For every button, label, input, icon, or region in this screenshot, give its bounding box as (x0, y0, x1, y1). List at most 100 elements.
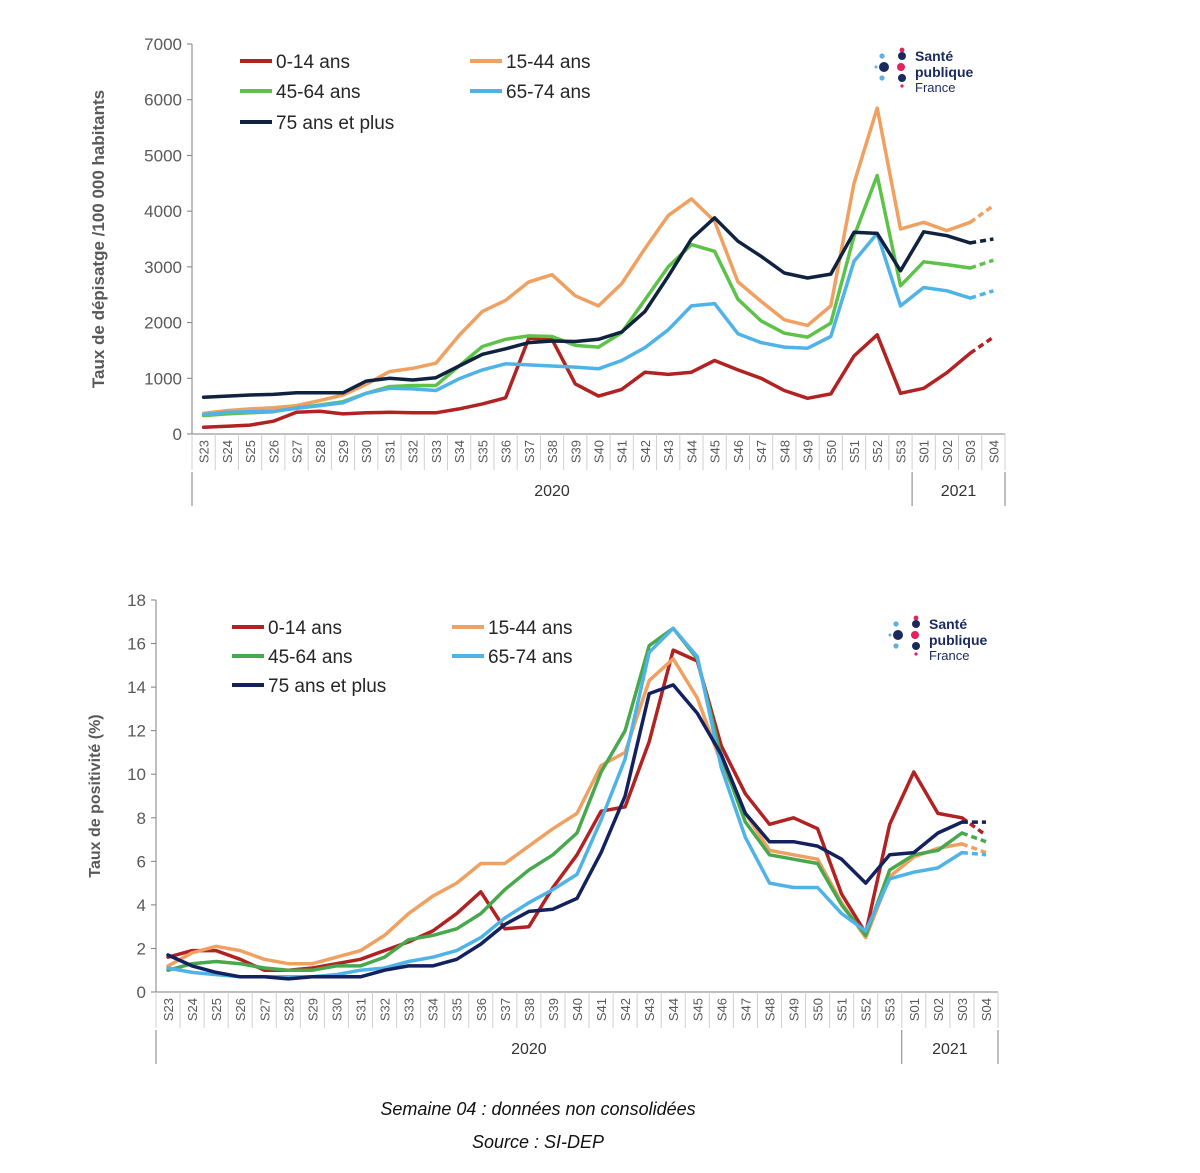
logo-dot-icon (893, 630, 903, 640)
logo-dot-icon (893, 621, 899, 627)
logo-dot-icon (911, 631, 919, 639)
x-tick-label: S44 (684, 440, 699, 463)
y-tick-label: 6000 (144, 91, 182, 110)
series-line (201, 231, 972, 417)
logo-dot-icon (898, 52, 906, 60)
series-line-provisional (969, 289, 994, 300)
legend-label: 0-14 ans (268, 618, 342, 639)
x-tick-label: S41 (615, 440, 630, 463)
logo-text-line3: France (929, 648, 969, 663)
x-tick-label: S52 (870, 440, 885, 463)
x-tick-label: S28 (281, 998, 296, 1021)
screening-rate-chart-svg: 0 1000 2000 3000 4000 5000 6000 7000 Taux de dép… (89, 35, 1006, 506)
x-tick-label: S42 (638, 440, 653, 463)
x-tick-label: S43 (661, 440, 676, 463)
x-tick-label: S01 (917, 440, 932, 463)
y-tick-label: 2 (137, 939, 146, 958)
series-line-provisional (969, 335, 995, 355)
x-tick-label: S50 (824, 440, 839, 463)
logo-dot-icon (912, 642, 920, 650)
x-tick-label: S04 (986, 440, 1001, 463)
series-line-provisional (969, 204, 995, 224)
y-tick-label: 1000 (144, 369, 182, 388)
x-tick-label: S25 (243, 440, 258, 463)
x-tick-label: S48 (777, 440, 792, 463)
series-line (166, 683, 964, 981)
logo-dot-icon (879, 62, 889, 72)
x-tick-label: S23 (197, 440, 212, 463)
x-tick-label: S32 (406, 440, 421, 463)
y-tick-label: 3000 (144, 258, 182, 277)
positivity-rate-chart-svg: 0 2 4 6 8 10 12 14 16 18 Taux de positivité (%) S23… (87, 591, 999, 1064)
positivity-rate-chart: 0 2 4 6 8 10 12 14 16 18 Taux de positivité (%) S23… (0, 580, 1200, 1080)
y-tick-label: 14 (127, 678, 146, 697)
x-tick-label: S30 (329, 998, 344, 1021)
y-tick-label: 7000 (144, 35, 182, 54)
x-tick-label: S49 (801, 440, 816, 463)
logo-dot-icon (879, 53, 885, 59)
x-tick-label: S29 (336, 440, 351, 463)
series-line-provisional (961, 842, 987, 855)
x-tick-label: S36 (474, 998, 489, 1021)
series-line (201, 216, 972, 399)
legend-label: 65-74 ans (488, 647, 573, 668)
x-tick-label: S24 (185, 998, 200, 1021)
x-tick-label: S03 (955, 998, 970, 1021)
x-tick-label: S02 (940, 440, 955, 463)
x-tick-label: S31 (353, 998, 368, 1021)
x-tick-label: S38 (522, 998, 537, 1021)
legend-label: 0-14 ans (276, 52, 350, 73)
x-tick-label: S47 (754, 440, 769, 463)
series-line (201, 333, 972, 430)
x-tick-label: S27 (290, 440, 305, 463)
logo-dot-icon (897, 63, 905, 71)
legend-label: 75 ans et plus (268, 676, 386, 697)
x-tick-label: S35 (450, 998, 465, 1021)
x-tick-label: S34 (426, 998, 441, 1021)
x-tick-label: S53 (883, 998, 898, 1021)
x-tick-label: S51 (835, 998, 850, 1021)
logo-dot-icon (912, 620, 920, 628)
y-tick-label: 0 (137, 983, 146, 1002)
x-tick-label: S26 (233, 998, 248, 1021)
footer-note: Semaine 04 : données non consolidées (380, 1099, 696, 1119)
x-tick-label: S40 (592, 440, 607, 463)
x-tick-label: S45 (708, 440, 723, 463)
x-tick-label: S27 (257, 998, 272, 1021)
series-line-provisional (961, 850, 987, 857)
logo-dot-icon (893, 643, 899, 649)
logo-dot-icon (879, 75, 885, 81)
series-line (166, 648, 964, 972)
logo-dot-icon (913, 615, 919, 621)
x-tick-label: S47 (738, 998, 753, 1021)
x-tick-label: S04 (979, 998, 994, 1021)
x-tick-label: S53 (893, 440, 908, 463)
x-tick-label: S44 (666, 998, 681, 1021)
x-tick-label: S42 (618, 998, 633, 1021)
x-tick-label: S34 (452, 440, 467, 463)
x-tick-label: S51 (847, 440, 862, 463)
y-tick-label: 5000 (144, 146, 182, 165)
x-tick-label: S38 (545, 440, 560, 463)
screening-rate-chart: 0 1000 2000 3000 4000 5000 6000 7000 Taux de dép… (0, 0, 1200, 520)
y-tick-label: 4000 (144, 202, 182, 221)
logo-text-line3: France (915, 80, 955, 95)
y-tick-label: 8 (137, 809, 146, 828)
x-tick-label: S41 (594, 998, 609, 1021)
series-line (166, 657, 964, 968)
footer-source: Source : SI-DEP (471, 1132, 605, 1152)
x-tick-label: S43 (642, 998, 657, 1021)
x-tick-label: S31 (382, 440, 397, 463)
x-tick-label: S37 (522, 440, 537, 463)
x-tick-label: S24 (220, 440, 235, 463)
x-tick-label: S25 (209, 998, 224, 1021)
y-tick-label: 6 (137, 852, 146, 871)
x-tick-label: S29 (305, 998, 320, 1021)
x-tick-label: S30 (359, 440, 374, 463)
logo-dot-icon (914, 652, 918, 656)
year-group-label: 2021 (941, 483, 977, 500)
year-group-label: 2020 (511, 1041, 547, 1058)
y-tick-label: 16 (127, 635, 146, 654)
